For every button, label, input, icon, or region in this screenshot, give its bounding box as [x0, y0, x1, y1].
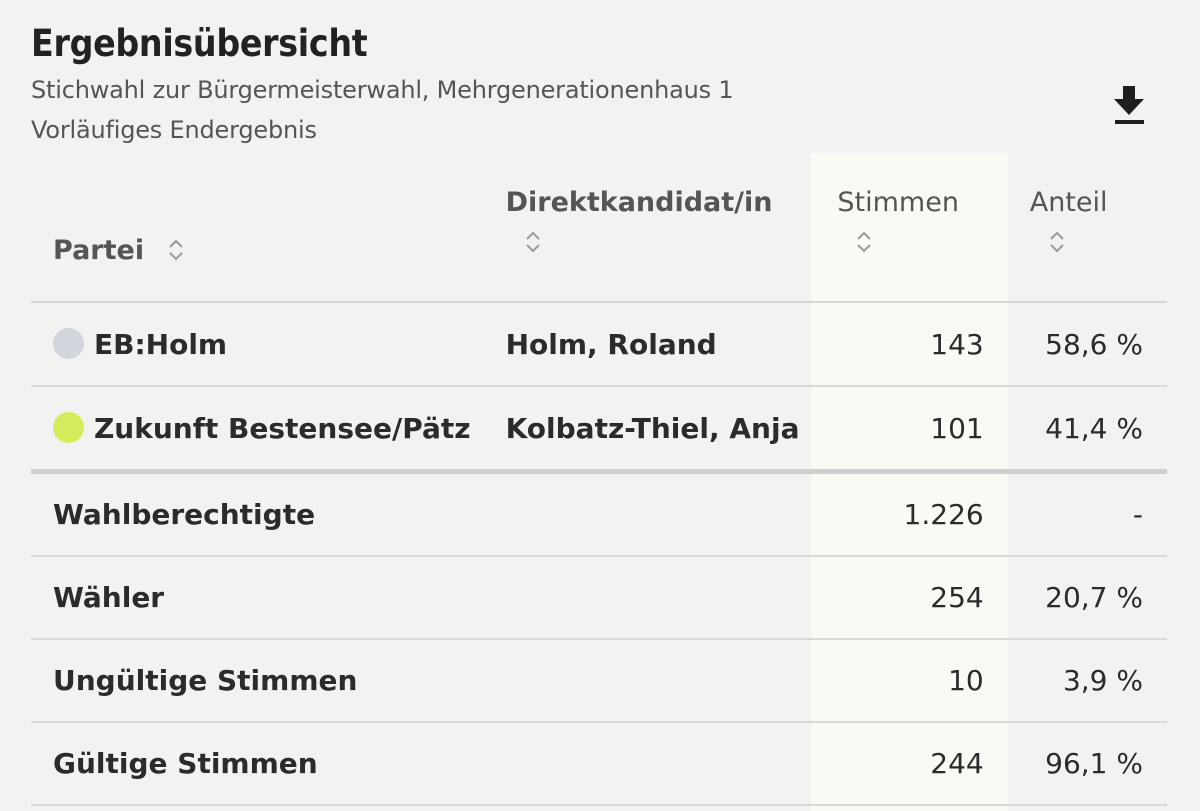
sort-updown-icon[interactable]: [524, 228, 542, 256]
column-header-label: Anteil: [1029, 187, 1108, 218]
votes-value: 1.226: [815, 471, 1008, 557]
party-color-dot: [53, 328, 84, 359]
election-subtitle: Stichwahl zur Bürgermeisterwahl, Mehrgen…: [31, 76, 734, 104]
table-row: Gültige Stimmen 244 96,1 %: [31, 722, 1167, 806]
column-header-partei[interactable]: Partei: [31, 153, 506, 303]
sort-updown-icon[interactable]: [855, 228, 873, 256]
party-cell: EB:Holm: [31, 302, 506, 387]
table-row: Wahlberechtigte 1.226 -: [31, 471, 1167, 557]
party-name: EB:Holm: [94, 327, 228, 361]
stat-label: Ungültige Stimmen: [31, 639, 816, 723]
results-table: Partei Direktkandidat/in: [31, 153, 1167, 806]
stat-label: Wahlberechtigte: [31, 471, 816, 557]
stat-label: Gültige Stimmen: [31, 722, 816, 806]
table-row: Ungültige Stimmen 10 3,9 %: [31, 639, 1167, 723]
stat-label: Wähler: [31, 556, 816, 640]
sort-updown-icon[interactable]: [167, 236, 185, 264]
result-status: Vorläufiges Endergebnis: [31, 116, 317, 144]
table-header-row: Partei Direktkandidat/in: [31, 153, 1167, 303]
party-color-dot: [53, 412, 84, 443]
candidate-name: Kolbatz-Thiel, Anja: [505, 386, 816, 474]
share-value: 20,7 %: [1007, 556, 1167, 640]
share-value: 41,4 %: [1007, 386, 1167, 474]
page-title: Ergebnisübersicht: [31, 22, 368, 65]
table-row: Wähler 254 20,7 %: [31, 556, 1167, 640]
table-row: Zukunft Bestensee/Pätz Kolbatz-Thiel, An…: [31, 386, 1167, 474]
candidate-name: Holm, Roland: [505, 302, 816, 387]
party-name: Zukunft Bestensee/Pätz: [94, 411, 471, 445]
votes-value: 143: [815, 302, 1008, 387]
share-value: 96,1 %: [1007, 722, 1167, 806]
share-value: 3,9 %: [1007, 639, 1167, 723]
column-header-label: Partei: [53, 235, 145, 266]
votes-value: 10: [815, 639, 1008, 723]
votes-value: 244: [815, 722, 1008, 806]
votes-value: 101: [815, 386, 1008, 474]
column-header-kandidat[interactable]: Direktkandidat/in: [505, 153, 816, 303]
votes-value: 254: [815, 556, 1008, 640]
column-header-label: Stimmen: [837, 187, 959, 218]
sort-updown-icon[interactable]: [1048, 228, 1066, 256]
table-row: EB:Holm Holm, Roland 143 58,6 %: [31, 302, 1167, 387]
column-header-stimmen[interactable]: Stimmen: [815, 153, 1008, 303]
column-header-label: Direktkandidat/in: [505, 187, 773, 218]
column-header-anteil[interactable]: Anteil: [1007, 153, 1167, 303]
party-cell: Zukunft Bestensee/Pätz: [31, 386, 506, 474]
download-icon[interactable]: [1110, 84, 1150, 128]
share-value: -: [1007, 471, 1167, 557]
share-value: 58,6 %: [1007, 302, 1167, 387]
